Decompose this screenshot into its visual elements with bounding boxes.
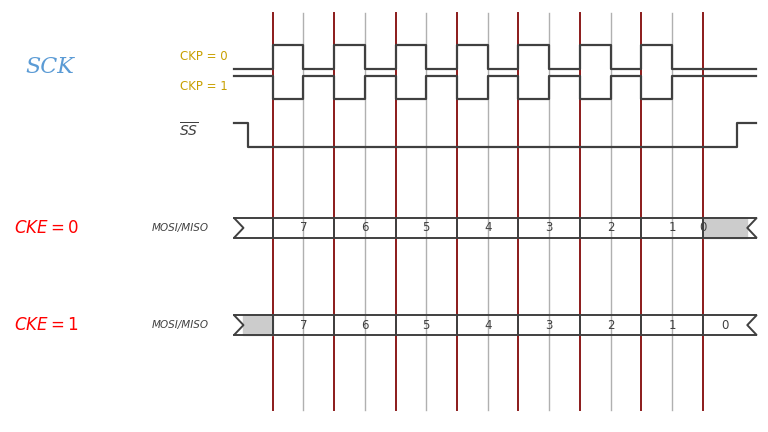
Text: SCK: SCK: [25, 56, 74, 78]
Text: 3: 3: [545, 318, 553, 332]
Text: 0: 0: [721, 318, 729, 332]
Text: 6: 6: [361, 318, 369, 332]
Text: $CKE = 0$: $CKE = 0$: [14, 219, 78, 237]
Text: 6: 6: [361, 221, 369, 235]
Text: MOSI/MISO: MOSI/MISO: [152, 320, 209, 330]
Text: $\overline{SS}$: $\overline{SS}$: [178, 122, 198, 140]
Text: CKP = 1: CKP = 1: [180, 80, 228, 93]
Text: $CKE = 1$: $CKE = 1$: [14, 317, 78, 334]
Text: 3: 3: [545, 221, 553, 235]
Text: MOSI/MISO: MOSI/MISO: [152, 223, 209, 233]
Text: 0: 0: [699, 221, 707, 235]
Text: 4: 4: [484, 221, 492, 235]
Text: 7: 7: [300, 221, 307, 235]
Text: 1: 1: [668, 318, 676, 332]
Text: 2: 2: [607, 318, 614, 332]
Text: 4: 4: [484, 318, 492, 332]
Text: 5: 5: [422, 221, 430, 235]
Text: CKP = 0: CKP = 0: [180, 50, 228, 63]
Text: 2: 2: [607, 221, 614, 235]
Text: 5: 5: [422, 318, 430, 332]
Text: 7: 7: [300, 318, 307, 332]
Text: 1: 1: [668, 221, 676, 235]
